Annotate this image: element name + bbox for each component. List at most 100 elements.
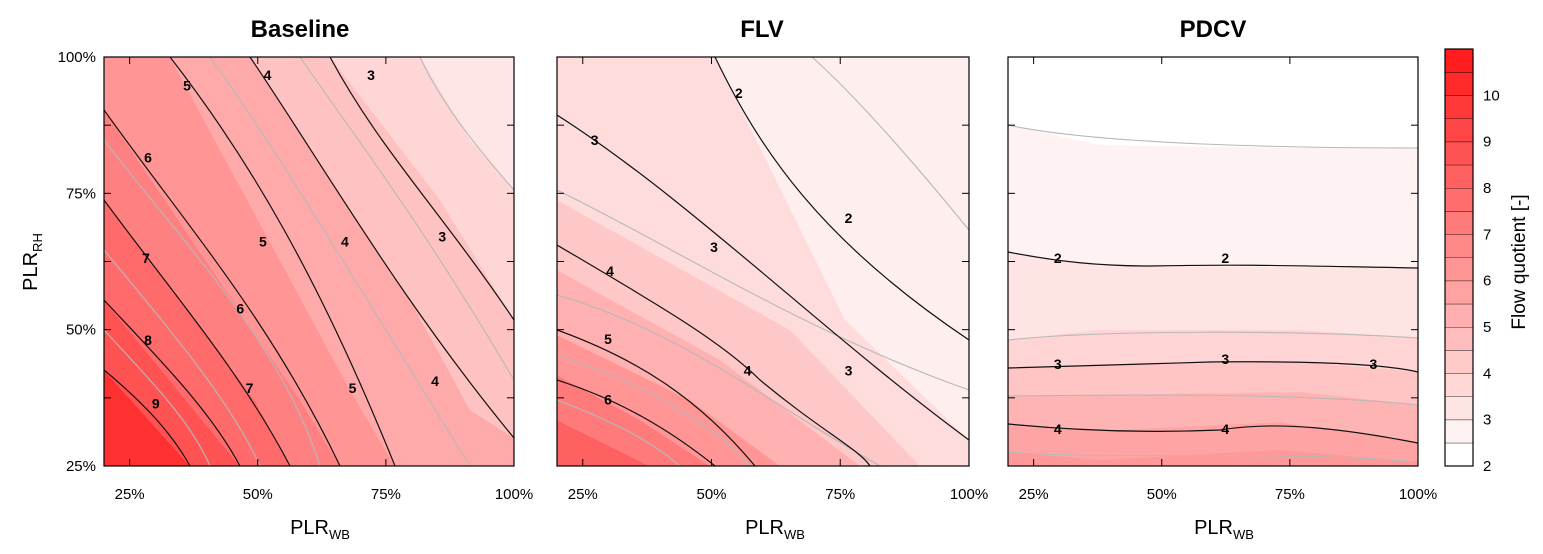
axes: 25% 50% 75% 100% 25% 50% 75% 100% 25% 50% 75% 100% 2… — [58, 49, 1438, 503]
colorbar-levels — [1445, 48, 1473, 466]
colorbar-level — [1445, 164, 1473, 188]
contour-label: 4 — [606, 263, 614, 279]
x-axis-label-pdcv: PLRWB — [1194, 517, 1254, 542]
pdcv-contour-labels: 2 2 3 3 3 4 4 — [1054, 250, 1378, 437]
flv-contour-labels: 2 3 2 3 4 5 4 3 6 — [591, 85, 853, 407]
contour-label: 2 — [845, 210, 853, 226]
y-axis-label-sub: RH — [30, 233, 45, 252]
pdcv-band — [1008, 450, 1418, 466]
contour-label: 4 — [744, 363, 752, 379]
colorbar-tick-label: 2 — [1483, 458, 1491, 475]
x-tick-label: 25% — [1019, 486, 1049, 503]
y-tick-label: 75% — [66, 185, 96, 202]
contour-label: 5 — [604, 331, 612, 347]
contour-label: 2 — [735, 85, 743, 101]
contour-label: 7 — [142, 250, 150, 266]
baseline-band — [170, 57, 514, 466]
colorbar-level — [1445, 211, 1473, 235]
colorbar-level — [1445, 141, 1473, 165]
x-tick-label: 100% — [495, 486, 533, 503]
x-axis-label-sub: WB — [329, 527, 350, 542]
contour-label: 3 — [1054, 356, 1062, 372]
contour-label: 3 — [710, 239, 718, 255]
x-tick-label: 100% — [1399, 486, 1437, 503]
pdcv-contour-field — [1008, 57, 1418, 466]
colorbar-level — [1445, 188, 1473, 212]
baseline-contour-labels: 5 4 3 6 5 4 3 7 6 8 7 5 4 9 — [142, 67, 446, 411]
x-tick-label: 25% — [115, 486, 145, 503]
contour-label: 3 — [845, 363, 853, 379]
x-axis-label-main: PLR — [290, 517, 329, 539]
contour-label: 7 — [246, 380, 254, 396]
contour-label: 3 — [438, 228, 446, 244]
contour-label: 2 — [1054, 250, 1062, 266]
colorbar-tick-label: 3 — [1483, 412, 1491, 429]
colorbar-level — [1445, 95, 1473, 119]
contour-label: 5 — [183, 77, 191, 93]
contour-label: 6 — [604, 391, 612, 407]
x-tick-label: 100% — [950, 486, 988, 503]
colorbar-tick-label: 5 — [1483, 319, 1491, 336]
y-axis-label-main: PLR — [20, 252, 42, 291]
colorbar-level — [1445, 118, 1473, 142]
flv-contour-field — [557, 57, 969, 466]
colorbar-level — [1445, 419, 1473, 443]
colorbar-level — [1445, 442, 1473, 466]
flv-band — [557, 335, 780, 466]
contour-label: 3 — [367, 67, 375, 83]
panel-baseline: Baseline — [103, 16, 515, 467]
baseline-band — [420, 57, 514, 190]
contour-label: 5 — [349, 380, 357, 396]
flv-band — [557, 420, 650, 466]
baseline-band — [104, 200, 290, 466]
x-tick-label: 75% — [825, 486, 855, 503]
contour-label: 8 — [144, 332, 152, 348]
colorbar-tick-label: 10 — [1483, 87, 1500, 104]
x-tick-label: 50% — [243, 486, 273, 503]
contour-label: 3 — [591, 132, 599, 148]
y-tick-label: 50% — [66, 322, 96, 339]
x-axis-label-sub: WB — [784, 527, 805, 542]
colorbar-level — [1445, 396, 1473, 420]
contour-label: 3 — [1221, 351, 1229, 367]
colorbar-tick-label: 9 — [1483, 134, 1491, 151]
colorbar-ticks: 2 3 4 5 6 7 8 9 10 — [1483, 87, 1500, 475]
colorbar-level — [1445, 350, 1473, 374]
colorbar-level — [1445, 327, 1473, 351]
baseline-contour-field — [104, 57, 514, 466]
colorbar: 2 3 4 5 6 7 8 9 10 Flow quotient [-] — [1444, 48, 1530, 475]
x-axis-label-flv: PLRWB — [745, 517, 805, 542]
colorbar-level — [1445, 49, 1473, 73]
contour-label: 6 — [236, 300, 244, 316]
baseline-band — [250, 57, 514, 438]
colorbar-label: Flow quotient [-] — [1509, 194, 1530, 329]
contour-label: 6 — [144, 149, 152, 165]
x-axis-label-baseline: PLRWB — [290, 517, 350, 542]
flv-band — [557, 57, 969, 466]
panel-title-baseline: Baseline — [251, 16, 350, 43]
contour-label: 4 — [1054, 421, 1062, 437]
colorbar-frame — [1444, 48, 1474, 467]
x-tick-label: 75% — [371, 486, 401, 503]
contour-label: 4 — [431, 373, 439, 389]
y-tick-label: 100% — [58, 49, 96, 66]
contour-label: 4 — [264, 67, 272, 83]
baseline-band — [104, 370, 190, 466]
baseline-band — [330, 57, 514, 320]
colorbar-level — [1445, 234, 1473, 258]
panel-title-flv: FLV — [740, 16, 784, 43]
contour-label: 5 — [259, 233, 267, 249]
colorbar-tick-label: 4 — [1483, 365, 1491, 382]
contour-label: 9 — [152, 395, 160, 411]
x-axis-label-main: PLR — [1194, 517, 1233, 539]
y-tick-label: 25% — [66, 458, 96, 475]
baseline-band — [104, 57, 395, 466]
contour-label: 3 — [1370, 356, 1378, 372]
panel-title-pdcv: PDCV — [1180, 16, 1247, 43]
x-axis-label-main: PLR — [745, 517, 784, 539]
baseline-band — [104, 300, 240, 466]
x-tick-label: 50% — [696, 486, 726, 503]
flv-band — [557, 115, 920, 466]
contour-label: 4 — [1221, 421, 1229, 437]
